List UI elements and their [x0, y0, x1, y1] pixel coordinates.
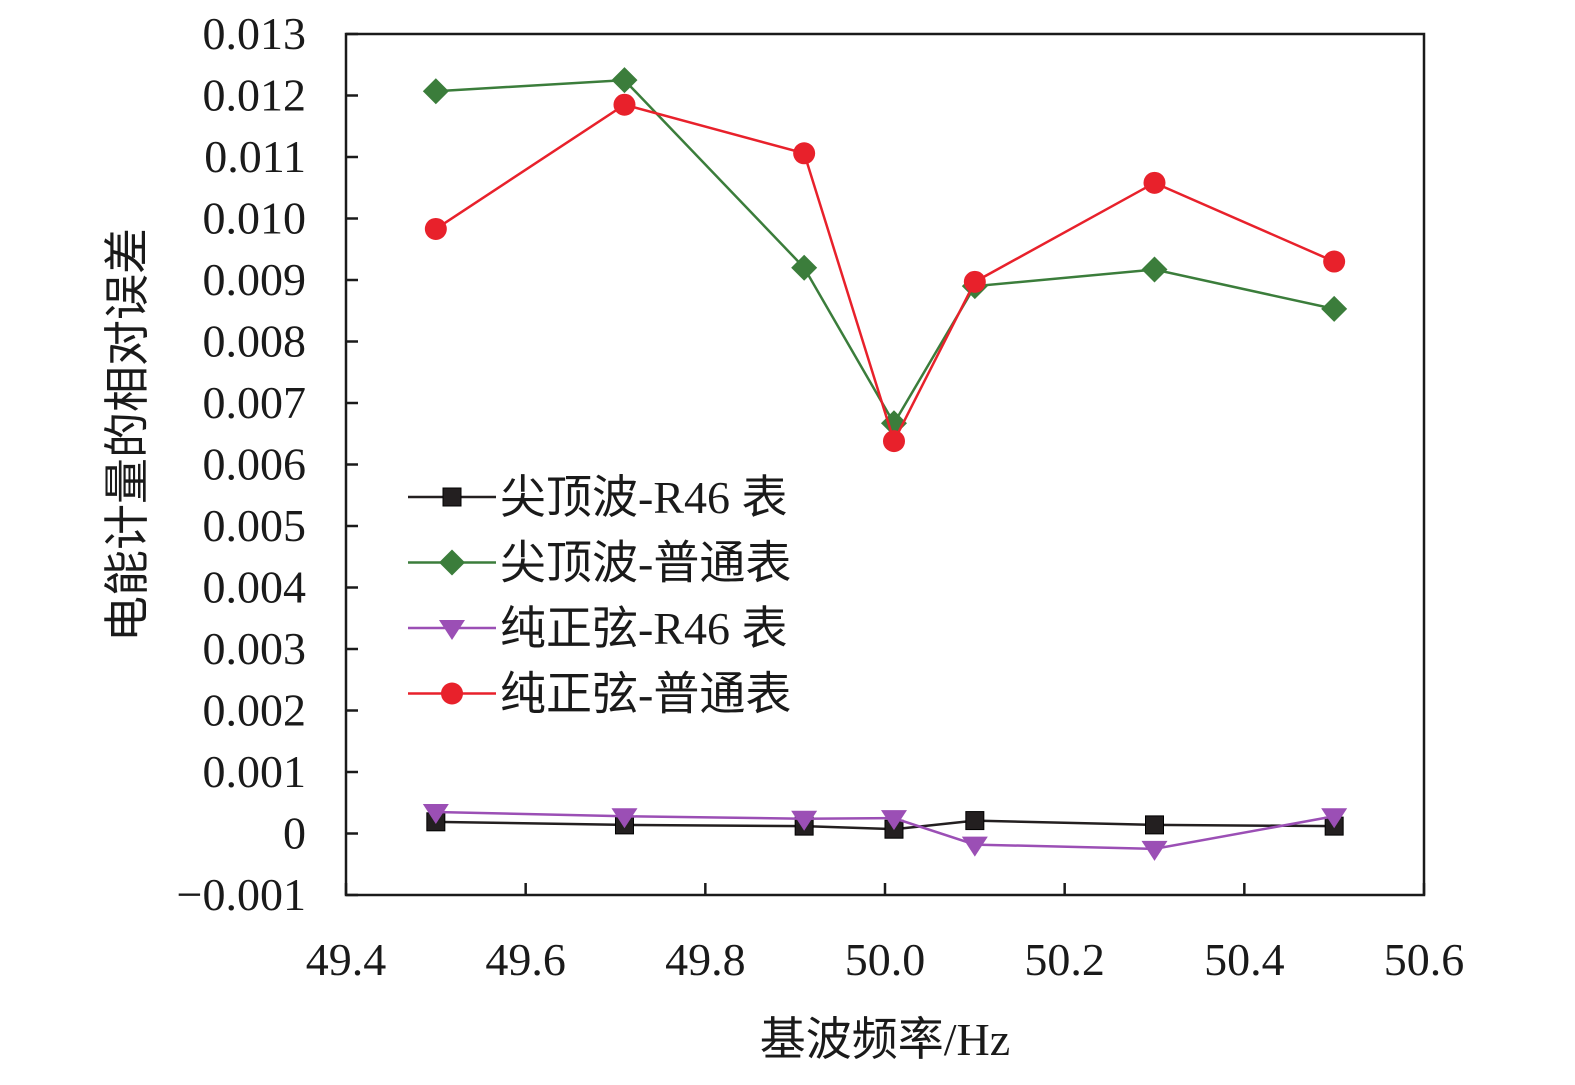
- y-tick-label: 0.003: [203, 623, 307, 674]
- y-tick-label: 0.006: [203, 439, 307, 490]
- legend-item: 纯正弦-普通表: [408, 669, 791, 720]
- y-tick-label: 0.010: [203, 193, 307, 244]
- data-point: [1323, 250, 1346, 273]
- data-point: [422, 78, 449, 105]
- data-point: [1145, 815, 1164, 835]
- y-axis-ticks: 0.013 0.012 0.011 0.010 0.009 0.008 0.007 0.006…: [177, 8, 358, 920]
- x-tick-label: 50.0: [845, 934, 926, 985]
- y-tick-label: 0.005: [203, 500, 307, 551]
- legend-item: 纯正弦-R46 表: [408, 603, 788, 654]
- data-point: [1141, 256, 1168, 283]
- legend-marker: [439, 549, 465, 576]
- x-tick-label: 50.4: [1204, 934, 1285, 985]
- y-tick-label: −0.001: [177, 869, 306, 920]
- data-point: [1321, 808, 1348, 829]
- y-tick-label: 0: [283, 808, 306, 859]
- data-point: [1141, 840, 1168, 861]
- series-3: [424, 93, 1346, 453]
- legend-label: 尖顶波-普通表: [500, 538, 791, 589]
- y-tick-label: 0.002: [203, 685, 307, 736]
- legend-marker: [441, 682, 463, 705]
- legend-marker: [439, 620, 465, 640]
- y-tick-label: 0.013: [203, 8, 307, 59]
- data-point: [791, 254, 818, 281]
- series-2: [422, 803, 1348, 861]
- legend-label: 尖顶波-R46 表: [500, 472, 788, 523]
- data-point: [611, 808, 638, 829]
- legend-item: 尖顶波-R46 表: [408, 472, 788, 523]
- data-point: [611, 67, 638, 94]
- data-point: [1143, 171, 1166, 194]
- data-point: [963, 270, 986, 293]
- data-point: [424, 217, 447, 240]
- data-point: [965, 811, 985, 831]
- legend-marker: [442, 487, 462, 507]
- legend-label: 纯正弦-R46 表: [500, 603, 788, 654]
- x-tick-label: 50.2: [1024, 934, 1105, 985]
- data-point: [882, 430, 905, 453]
- y-tick-label: 0.004: [203, 562, 307, 613]
- data-point: [422, 803, 449, 824]
- y-tick-label: 0.011: [204, 131, 306, 182]
- y-tick-label: 0.008: [203, 316, 307, 367]
- x-tick-label: 49.6: [485, 934, 566, 985]
- y-tick-label: 0.012: [203, 70, 307, 121]
- y-tick-label: 0.007: [203, 377, 307, 428]
- series-layer: [422, 67, 1348, 861]
- data-point: [791, 810, 818, 831]
- x-tick-label: 49.8: [665, 934, 746, 985]
- legend-label: 纯正弦-普通表: [500, 669, 791, 720]
- y-tick-label: 0.001: [203, 746, 307, 797]
- y-tick-label: 0.009: [203, 254, 307, 305]
- x-axis-ticks: 49.4 49.6 49.8 50.0 50.2 50.4 50.6: [306, 883, 1465, 985]
- x-tick-label: 49.4: [306, 934, 387, 985]
- plot-area: [344, 32, 1426, 897]
- data-point: [1321, 295, 1348, 322]
- legend-item: 尖顶波-普通表: [408, 538, 791, 589]
- x-tick-label: 50.6: [1384, 934, 1465, 985]
- x-axis-label: 基波频率/Hz: [760, 1014, 1010, 1065]
- data-point: [880, 810, 907, 831]
- y-axis-label: 电能计量的相对误差: [102, 228, 153, 642]
- data-point: [613, 93, 636, 116]
- data-point: [961, 836, 988, 857]
- data-point: [793, 142, 816, 165]
